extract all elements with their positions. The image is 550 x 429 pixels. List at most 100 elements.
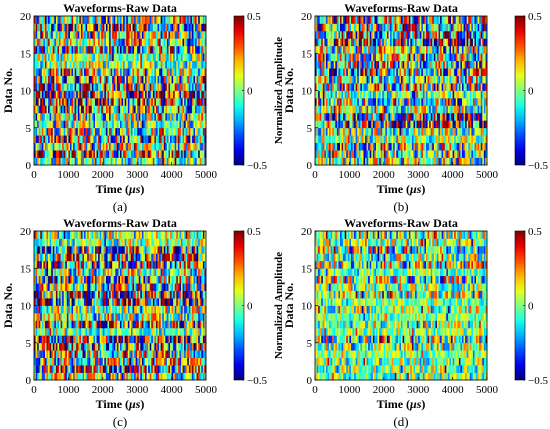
heatmap-cell bbox=[62, 357, 65, 366]
heatmap-cell bbox=[168, 365, 171, 373]
heatmap-cell bbox=[399, 68, 402, 76]
heatmap-cell bbox=[102, 357, 105, 366]
heatmap-cell bbox=[107, 112, 110, 121]
heatmap-cell bbox=[90, 372, 93, 381]
heatmap-cell bbox=[85, 83, 88, 91]
heatmap-cell bbox=[413, 68, 416, 76]
heatmap-cell bbox=[62, 90, 65, 99]
x-tick-label: 0 bbox=[31, 169, 37, 181]
heatmap-cell bbox=[365, 120, 367, 129]
heatmap-cell bbox=[154, 365, 157, 373]
heatmap-cell bbox=[179, 97, 182, 106]
heatmap-cell bbox=[319, 157, 322, 166]
heatmap-cell bbox=[129, 105, 132, 114]
heatmap-cell bbox=[321, 142, 324, 151]
heatmap-cell bbox=[121, 112, 124, 121]
heatmap-cell bbox=[60, 23, 63, 32]
heatmap-cell bbox=[391, 60, 394, 69]
heatmap-cell bbox=[166, 127, 169, 136]
heatmap-cell bbox=[329, 83, 331, 91]
heatmap-cell bbox=[198, 68, 201, 76]
heatmap-cell bbox=[438, 38, 441, 47]
heatmap-cell bbox=[369, 105, 372, 114]
heatmap-cell bbox=[124, 105, 127, 114]
heatmap-cell bbox=[79, 135, 82, 143]
heatmap-cell bbox=[343, 23, 346, 32]
heatmap-cell bbox=[199, 38, 202, 47]
heatmap-cell bbox=[452, 105, 455, 114]
heatmap-cell bbox=[120, 60, 122, 69]
heatmap-cell bbox=[458, 120, 461, 129]
heatmap-cell bbox=[96, 127, 99, 136]
heatmap-cell bbox=[93, 97, 96, 106]
heatmap-cell bbox=[66, 105, 69, 114]
heatmap-cell bbox=[427, 112, 430, 121]
heatmap-cell bbox=[455, 53, 458, 62]
heatmap-cell bbox=[137, 350, 140, 358]
heatmap-cell bbox=[396, 97, 399, 106]
heatmap-cell bbox=[199, 75, 202, 84]
heatmap-cell bbox=[43, 90, 46, 99]
heatmap-cell bbox=[93, 112, 96, 121]
heatmap-cell bbox=[466, 120, 469, 129]
heatmap-cell bbox=[135, 105, 138, 114]
heatmap-cell bbox=[422, 150, 425, 158]
heatmap-cell bbox=[418, 120, 421, 129]
heatmap-cell bbox=[91, 157, 94, 166]
heatmap-cell bbox=[134, 60, 136, 69]
heatmap-cell bbox=[79, 127, 82, 136]
heatmap-cell bbox=[94, 127, 97, 136]
heatmap-cell bbox=[126, 150, 129, 158]
heatmap-cell bbox=[401, 105, 403, 114]
heatmap-cell bbox=[388, 75, 391, 84]
heatmap-cell bbox=[154, 372, 157, 381]
heatmap-cell bbox=[120, 135, 122, 143]
heatmap-cell bbox=[380, 105, 383, 114]
heatmap-cell bbox=[145, 112, 147, 121]
heatmap-cell bbox=[99, 135, 102, 143]
heatmap-cell bbox=[190, 97, 193, 106]
heatmap-cell bbox=[433, 83, 436, 91]
heatmap-cell bbox=[413, 97, 416, 106]
heatmap-cell bbox=[49, 53, 52, 62]
heatmap-cell bbox=[174, 142, 177, 151]
heatmap-cell bbox=[479, 38, 482, 47]
heatmap-cell bbox=[479, 105, 482, 114]
heatmap-cell bbox=[170, 350, 172, 358]
heatmap-cell bbox=[185, 127, 188, 136]
heatmap-cell bbox=[355, 150, 358, 158]
heatmap-cell bbox=[471, 157, 474, 166]
heatmap-cell bbox=[134, 112, 136, 121]
heatmap-cell bbox=[43, 68, 46, 76]
heatmap-cell bbox=[148, 90, 151, 99]
heatmap-cell bbox=[354, 120, 356, 129]
heatmap-cell bbox=[40, 372, 43, 381]
heatmap-cell bbox=[40, 112, 43, 121]
heatmap-cell bbox=[469, 157, 472, 166]
heatmap-cell bbox=[436, 120, 439, 129]
heatmap-cell bbox=[116, 60, 119, 69]
heatmap-cell bbox=[433, 150, 436, 158]
heatmap-cell bbox=[413, 38, 416, 47]
heatmap-cell bbox=[35, 23, 38, 32]
heatmap-cell bbox=[179, 357, 182, 366]
heatmap-cell bbox=[380, 38, 383, 47]
heatmap-cell bbox=[44, 342, 47, 351]
heatmap-cell bbox=[104, 97, 107, 106]
heatmap-cell bbox=[458, 30, 461, 39]
heatmap-cell bbox=[177, 68, 180, 76]
heatmap-cell bbox=[322, 45, 325, 54]
heatmap-cell bbox=[435, 105, 438, 114]
heatmap-cell bbox=[352, 157, 355, 166]
heatmap-cell bbox=[335, 97, 338, 106]
heatmap-cell bbox=[352, 30, 355, 39]
heatmap-cell bbox=[365, 68, 367, 76]
heatmap-cell bbox=[340, 68, 342, 76]
heatmap-cell bbox=[126, 16, 129, 24]
heatmap-cell bbox=[63, 127, 66, 136]
heatmap-cell bbox=[429, 16, 432, 24]
heatmap-cell bbox=[155, 357, 158, 366]
heatmap-cell bbox=[174, 135, 177, 143]
heatmap-cell bbox=[40, 83, 43, 91]
heatmap-cell bbox=[485, 97, 488, 106]
